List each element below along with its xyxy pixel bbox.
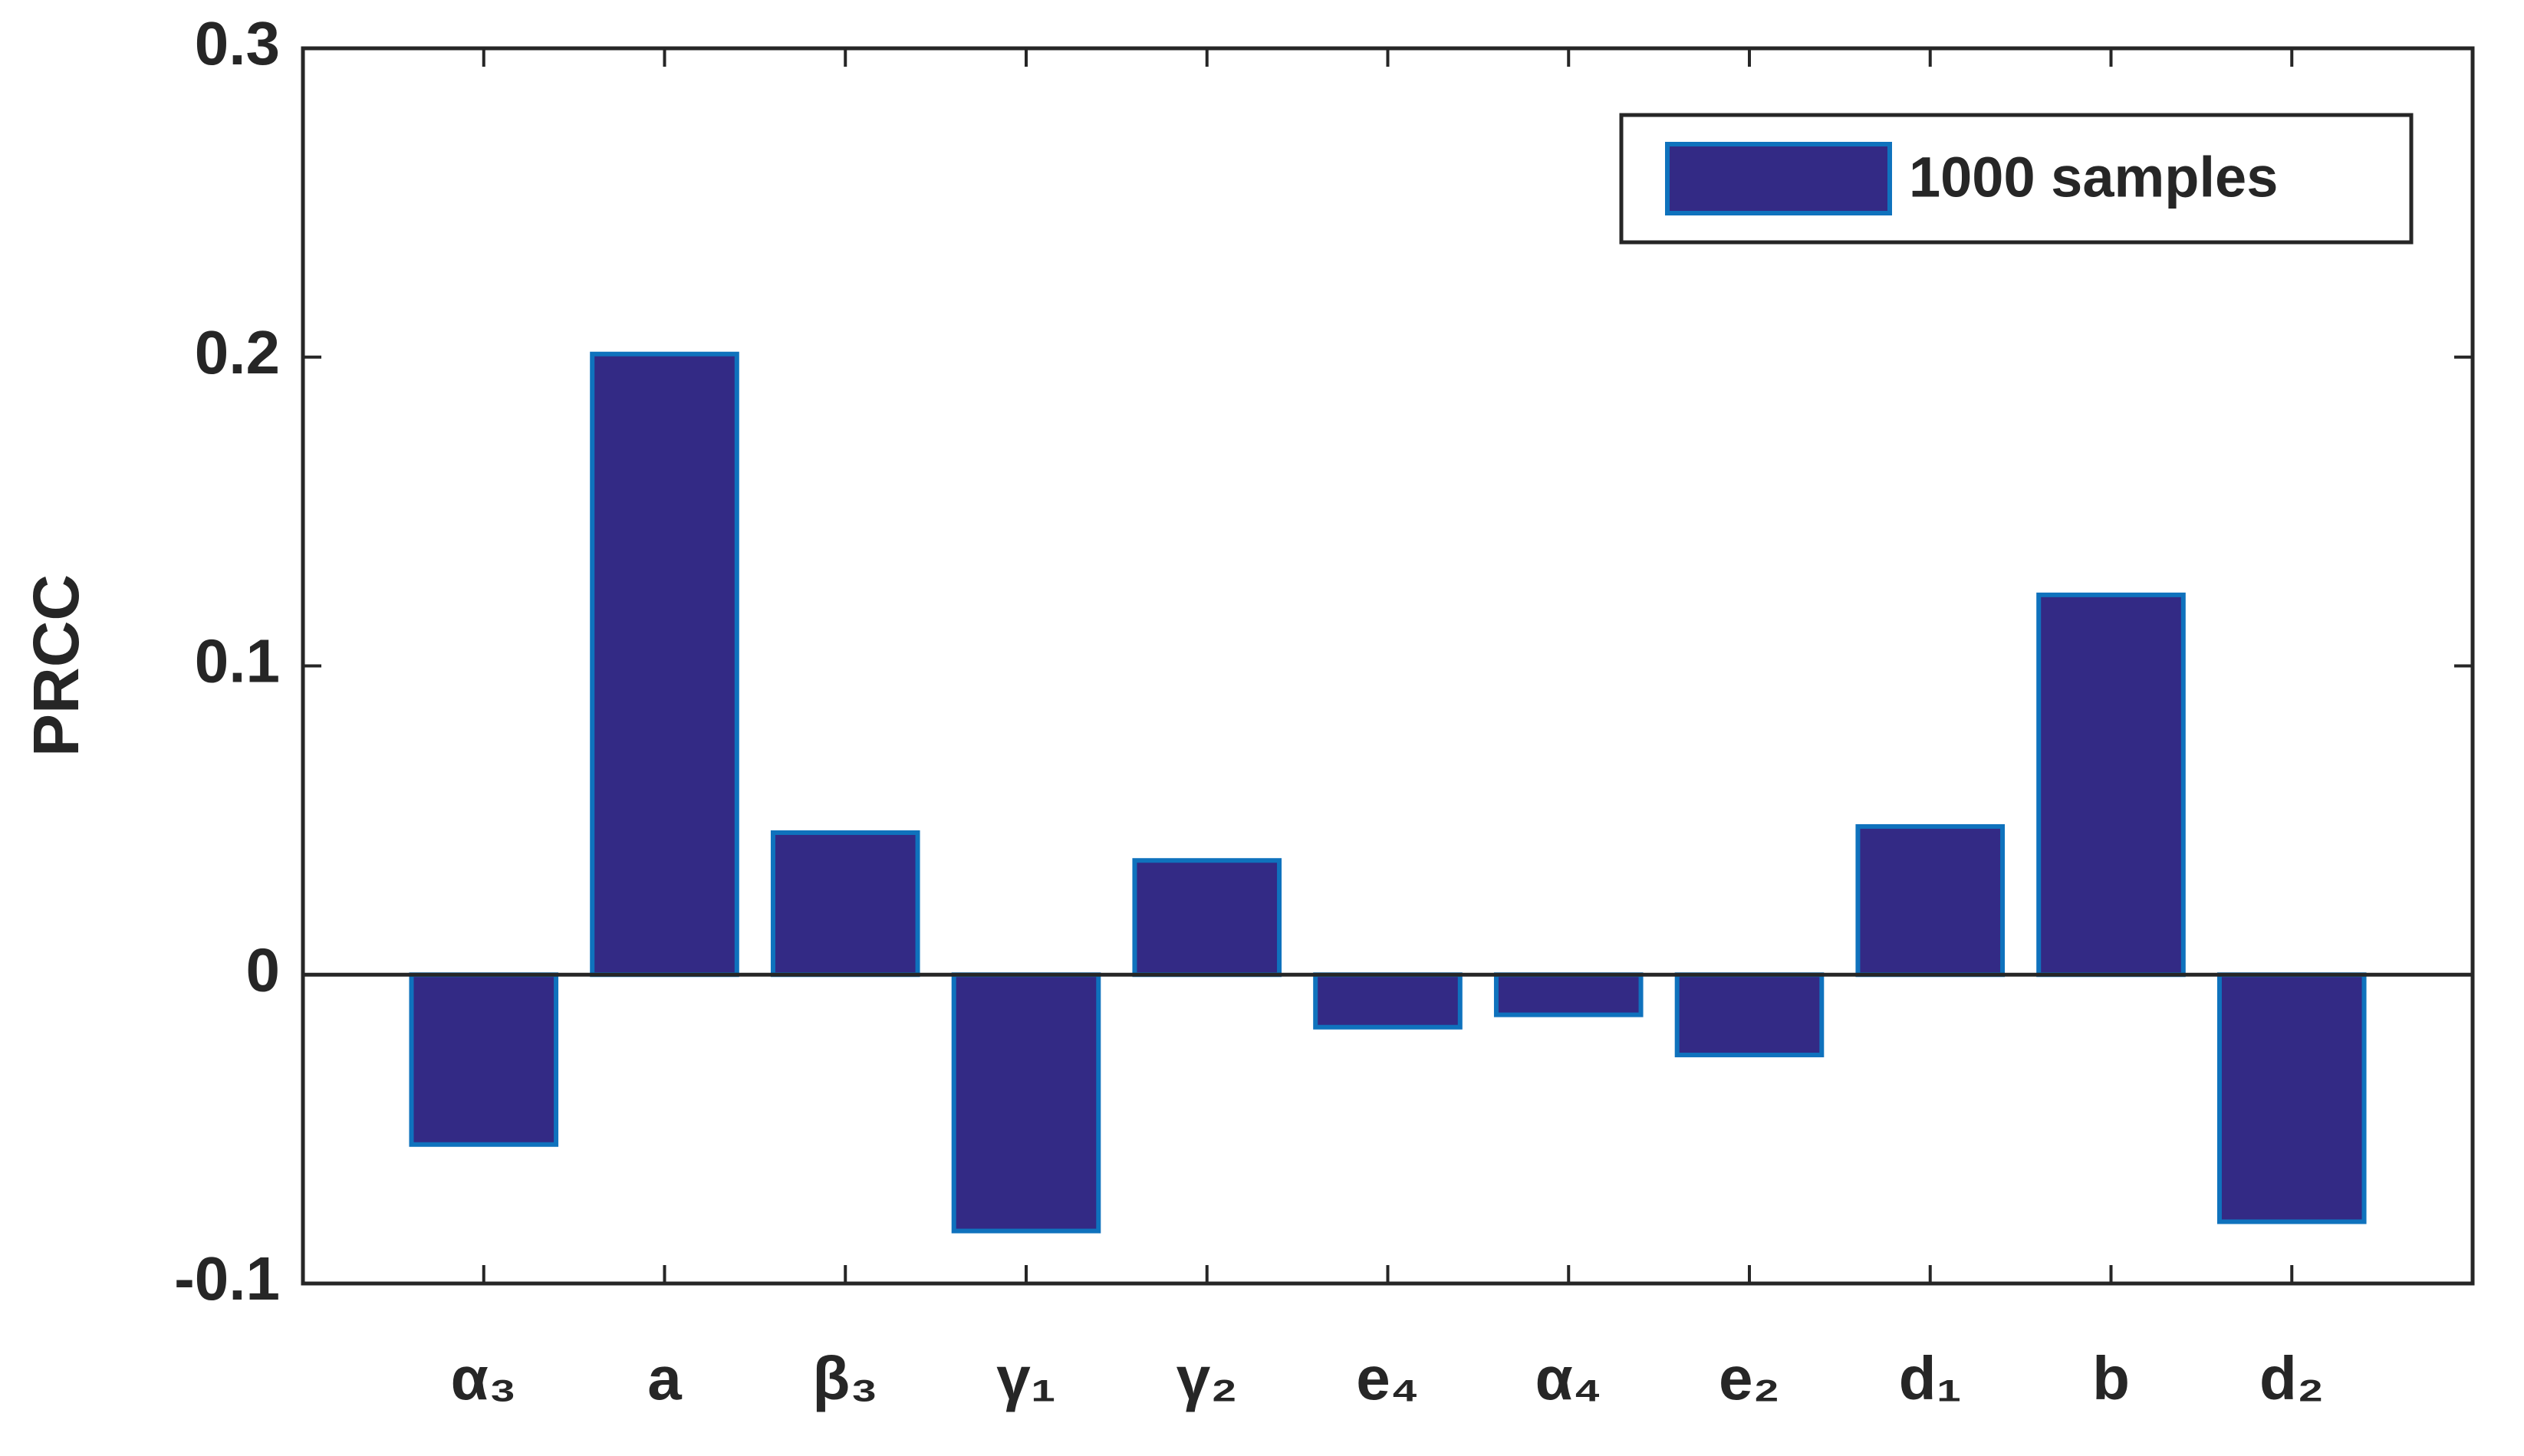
y-tick-label: 0: [246, 935, 281, 1004]
x-tick-label: b: [2092, 1344, 2130, 1412]
x-tick-label: γ₁: [996, 1344, 1056, 1412]
y-tick-label: 0.3: [195, 9, 280, 77]
bar: [1674, 972, 1825, 1057]
bar: [951, 972, 1101, 1234]
x-tick-label: d₂: [2259, 1344, 2324, 1412]
x-tick-label: e₄: [1356, 1344, 1420, 1412]
legend-swatch: [1665, 142, 1892, 215]
x-tick-label: a: [647, 1344, 682, 1412]
y-tick-label: 0.2: [195, 318, 280, 386]
x-tick-label: d₁: [1899, 1344, 1962, 1412]
bar: [590, 351, 739, 978]
legend-label: 1000 samples: [1909, 146, 2278, 209]
bar: [1313, 972, 1463, 1030]
y-tick-label: -0.1: [174, 1244, 280, 1313]
bar: [770, 830, 920, 978]
x-tick-label: α₄: [1535, 1344, 1602, 1412]
x-tick-label: β₃: [812, 1344, 878, 1412]
bar: [1132, 858, 1282, 978]
x-tick-label: γ₂: [1176, 1344, 1238, 1412]
x-tick-label: α₃: [451, 1344, 517, 1412]
plot-frame: [301, 46, 2475, 1286]
y-axis-label: PRCC: [20, 574, 92, 757]
bar: [409, 972, 559, 1147]
bar: [2036, 592, 2186, 978]
bar: [1855, 823, 2006, 978]
x-tick-label: e₂: [1719, 1344, 1780, 1412]
bar: [1493, 972, 1644, 1017]
bar: [2216, 972, 2367, 1224]
y-tick-label: 0.1: [195, 627, 280, 695]
